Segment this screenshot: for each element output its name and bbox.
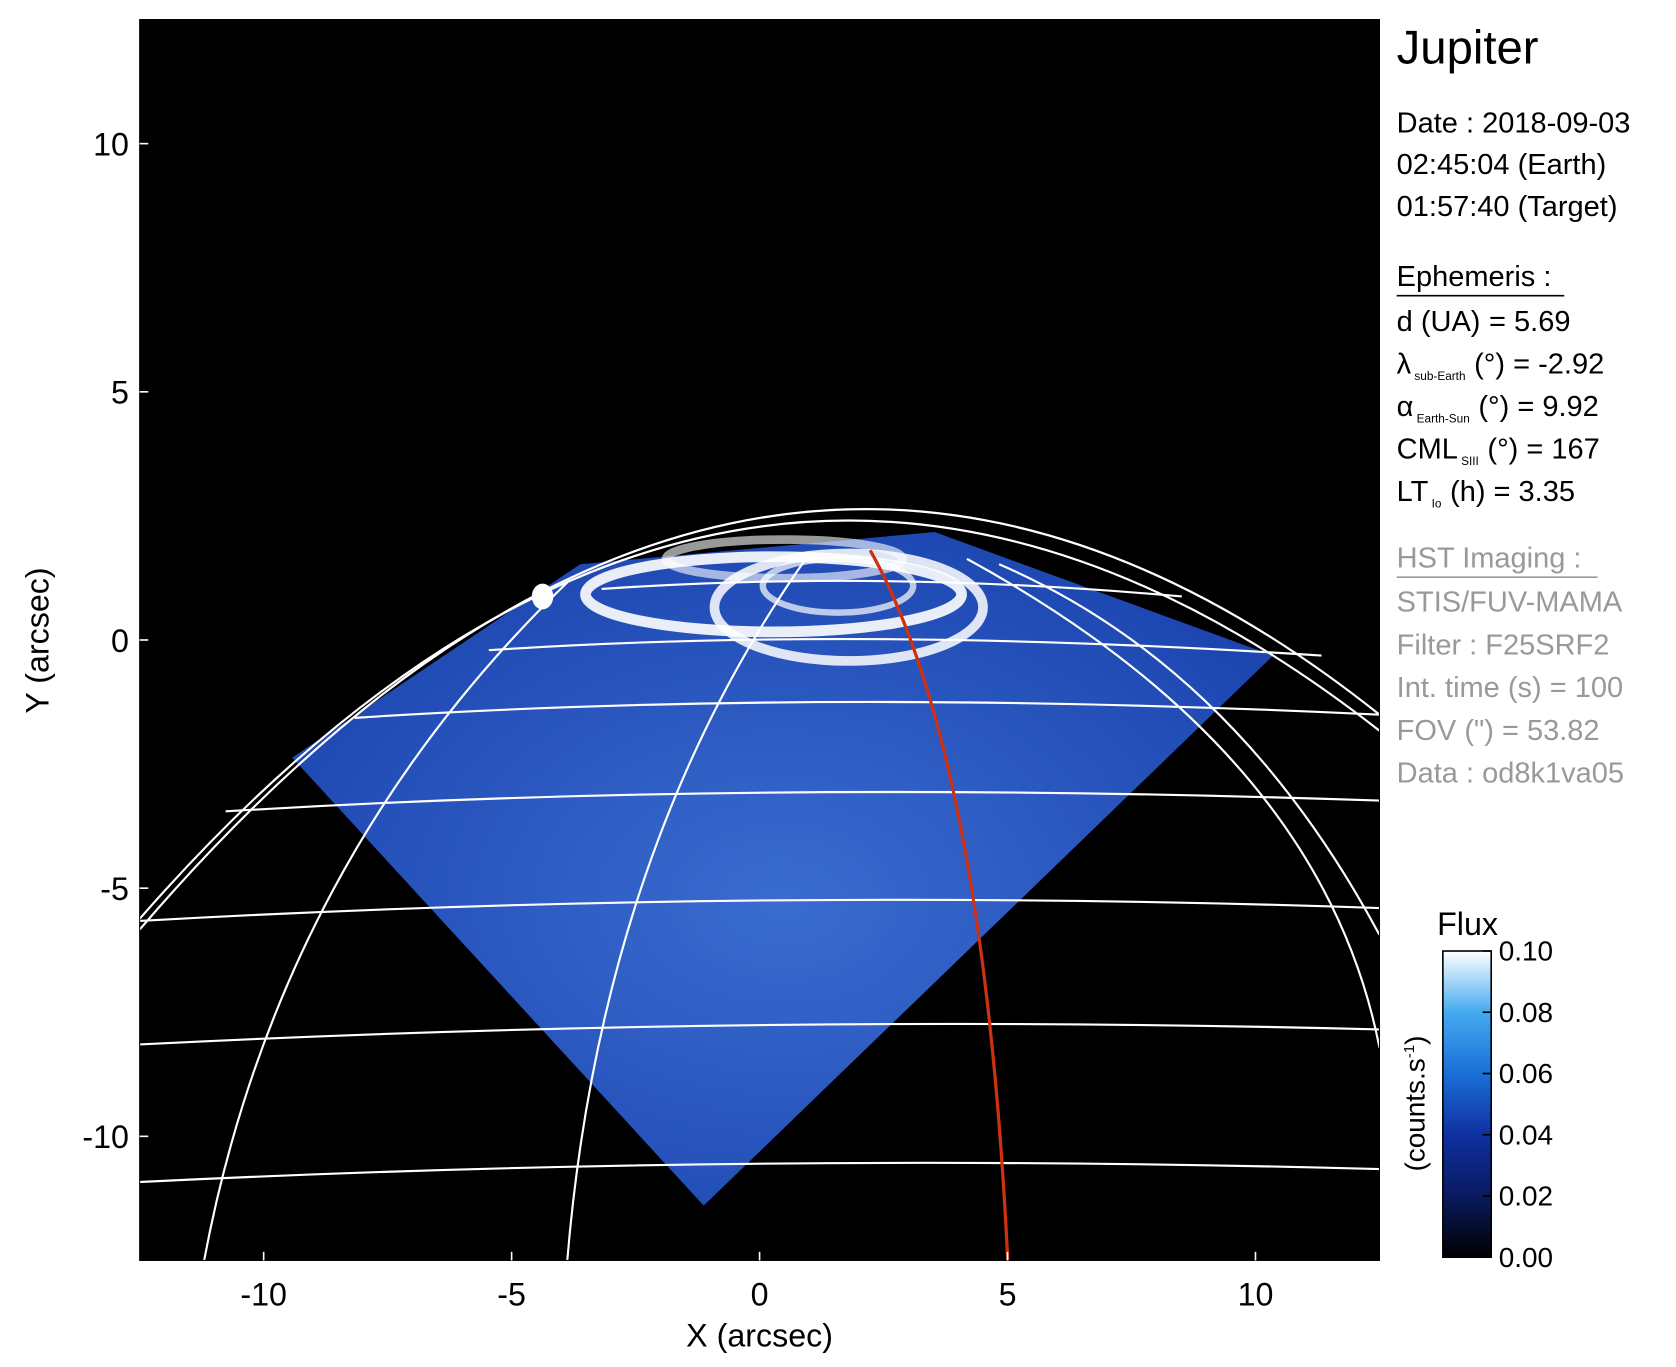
x-tick-label: 10 xyxy=(1238,1277,1274,1313)
hst-line: STIS/FUV-MAMA xyxy=(1397,587,1623,619)
ephemeris-text: = 5.69 xyxy=(1489,306,1570,338)
x-tick-label: 0 xyxy=(751,1277,769,1313)
ephemeris-text: (°) = 9.92 xyxy=(1478,391,1598,423)
colorbar-label-sup: -1 xyxy=(1401,1045,1418,1058)
ephemeris-sub: sub-Earth xyxy=(1414,369,1465,383)
hst-title: HST Imaging : xyxy=(1397,542,1582,574)
x-tick-label: -10 xyxy=(240,1277,287,1313)
colorbar-tick-label: 0.06 xyxy=(1499,1058,1553,1089)
hst-line: Data : od8k1va05 xyxy=(1397,758,1624,790)
ephemeris-line: LT Io (h) = 3.35 xyxy=(1397,476,1575,510)
ephemeris-line: d (UA) = 5.69 xyxy=(1397,306,1571,338)
chart-title: Jupiter xyxy=(1397,22,1539,75)
ephemeris-symbol: LT xyxy=(1397,476,1429,508)
planet-grid xyxy=(139,508,1380,1261)
io-footprint xyxy=(868,549,1010,1261)
image xyxy=(139,508,1380,1261)
hst-line: Int. time (s) = 100 xyxy=(1397,672,1623,704)
ephemeris-line: α Earth-Sun (°) = 9.92 xyxy=(1397,391,1599,425)
ephemeris-sub: Earth-Sun xyxy=(1417,411,1470,425)
y-axis-title: Y (arcsec) xyxy=(19,567,55,713)
y-tick-label: 10 xyxy=(93,126,129,162)
ephemeris-title: Ephemeris : xyxy=(1397,261,1552,293)
ephemeris-line: λ sub-Earth (°) = -2.92 xyxy=(1397,349,1605,383)
aurora xyxy=(580,535,988,666)
colorbar-tick-label: 0.10 xyxy=(1499,936,1553,967)
ephemeris-symbol: α xyxy=(1397,391,1414,423)
x-axis-title: X (arcsec) xyxy=(686,1317,833,1353)
date-line: 01:57:40 (Target) xyxy=(1397,191,1618,223)
detector-field xyxy=(292,532,1274,1206)
date-line: Date : 2018-09-03 xyxy=(1397,107,1631,139)
colorbar-label-end: ) xyxy=(1400,1036,1431,1045)
colorbar-label: (counts.s-1) xyxy=(1400,1036,1431,1172)
hst-line: FOV (") = 53.82 xyxy=(1397,715,1600,747)
colorbar-tick-label: 0.08 xyxy=(1499,997,1553,1028)
ephemeris-line: CML SIII (°) = 167 xyxy=(1397,433,1600,467)
ephemeris-sub: SIII xyxy=(1461,454,1479,468)
colorbar-tick-label: 0.00 xyxy=(1499,1242,1553,1273)
ephemeris-symbol: λ xyxy=(1397,349,1412,381)
y-tick-label: -10 xyxy=(82,1119,129,1155)
ephemeris-text: (h) = 3.35 xyxy=(1450,476,1575,508)
y-tick-label: 0 xyxy=(111,623,129,659)
ephemeris-symbol: d (UA) xyxy=(1397,306,1481,338)
ephemeris-text: (°) = -2.92 xyxy=(1474,349,1604,381)
ephemeris-text: (°) = 167 xyxy=(1487,433,1599,465)
y-tick-label: -5 xyxy=(100,871,129,907)
colorbar xyxy=(1442,950,1493,1259)
ephemeris-symbol: CML xyxy=(1397,433,1458,465)
hst-line: Filter : F25SRF2 xyxy=(1397,629,1610,661)
y-tick-label: 5 xyxy=(111,375,129,411)
colorbar-tick-label: 0.04 xyxy=(1499,1119,1553,1150)
colorbar-title: Flux xyxy=(1437,906,1498,942)
date-line: 02:45:04 (Earth) xyxy=(1397,149,1607,181)
x-tick-label: 5 xyxy=(999,1277,1017,1313)
x-tick-label: -5 xyxy=(497,1277,526,1313)
colorbar-label-text: (counts.s xyxy=(1400,1058,1431,1171)
colorbar-tick-label: 0.02 xyxy=(1499,1181,1553,1212)
info-panel: Date : 2018-09-03 02:45:04 (Earth) 01:57:4… xyxy=(1397,107,1631,789)
ephemeris-sub: Io xyxy=(1432,496,1442,510)
